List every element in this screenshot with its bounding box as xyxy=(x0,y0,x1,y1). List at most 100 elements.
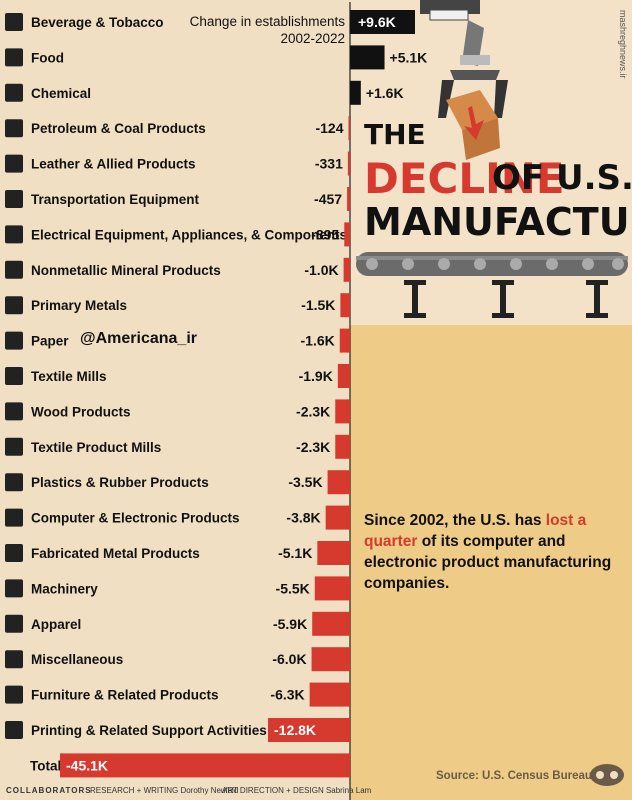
bar xyxy=(350,10,415,34)
value-label: -124 xyxy=(315,120,343,136)
note-text-2: of its computer and electronic product m… xyxy=(364,533,612,592)
value-label: -895 xyxy=(311,226,339,242)
bar xyxy=(335,434,350,459)
chart-row: Total -45.1K xyxy=(30,753,350,778)
value-label: +9.6K xyxy=(358,14,396,30)
bar xyxy=(325,505,350,530)
category-label: Textile Mills xyxy=(31,369,107,384)
value-label: +5.1K xyxy=(390,49,428,65)
category-label: Plastics & Rubber Products xyxy=(31,475,209,490)
footer-research: RESEARCH + WRITING Dorothy Neufeld xyxy=(90,786,239,795)
value-label: -6.0K xyxy=(272,651,306,667)
note-panel xyxy=(350,325,632,800)
value-label: -12.8K xyxy=(274,722,316,738)
chart-row: Textile Product Mills -2.3K xyxy=(5,434,350,459)
bar xyxy=(327,470,350,495)
bar xyxy=(317,541,350,565)
value-label: -5.1K xyxy=(278,545,312,561)
category-label: Furniture & Related Products xyxy=(31,688,219,703)
chart-row: Petroleum & Coal Products -124 xyxy=(5,116,350,141)
rubber-ring-icon xyxy=(5,473,23,492)
sewing-machine-icon xyxy=(5,367,23,385)
chart-row: Chemical +1.6K xyxy=(5,80,404,105)
note-text-1: Since 2002, the U.S. has xyxy=(364,512,546,529)
category-label: Apparel xyxy=(31,617,81,632)
value-label: -3.8K xyxy=(286,510,320,526)
title-line-1: THE xyxy=(364,118,426,151)
value-label: -2.3K xyxy=(296,439,330,455)
truck-icon xyxy=(5,190,23,208)
fork-knife-icon xyxy=(5,48,23,67)
bar xyxy=(314,576,350,601)
bar xyxy=(347,187,350,211)
title-of-us: OF U.S. xyxy=(492,158,632,198)
wood-plank-icon xyxy=(5,402,23,421)
title-manufacturing: MANUFACTURING xyxy=(364,200,632,244)
paper-icon xyxy=(5,331,23,350)
chart-row: Printing & Related Support Activities -12… xyxy=(5,718,350,742)
chart-row: Paper -1.6K xyxy=(5,328,350,353)
value-label: -1.0K xyxy=(304,262,338,278)
chart-row: Miscellaneous -6.0K xyxy=(5,647,350,672)
category-label: Printing & Related Support Activities xyxy=(31,723,267,738)
fabric-icon xyxy=(5,437,23,456)
computer-icon xyxy=(5,508,23,527)
value-label: -5.5K xyxy=(276,580,310,596)
shirt-icon xyxy=(5,614,23,633)
category-label: Petroleum & Coal Products xyxy=(31,121,206,136)
category-label: Computer & Electronic Products xyxy=(31,511,240,526)
side-watermark: mashreghnews.ir xyxy=(618,10,628,79)
visual-capitalist-logo-icon xyxy=(590,764,624,786)
bar xyxy=(335,399,350,424)
category-label: Miscellaneous xyxy=(31,652,123,667)
oil-pump-icon xyxy=(5,119,23,138)
sofa-icon xyxy=(5,685,23,704)
bar xyxy=(337,364,350,388)
value-label: -5.9K xyxy=(273,616,307,632)
bar xyxy=(343,257,350,282)
chart-row: Leather & Allied Products -331 xyxy=(5,151,350,176)
value-label: -6.3K xyxy=(270,687,304,703)
chart-row: Furniture & Related Products -6.3K xyxy=(5,682,350,707)
mineral-icon xyxy=(5,260,23,279)
chart-row: Wood Products -2.3K xyxy=(5,399,350,424)
watermark: @Americana_ir xyxy=(80,330,197,347)
chart-row: Fabricated Metal Products -5.1K xyxy=(5,541,350,565)
category-label: Primary Metals xyxy=(31,298,127,313)
plug-icon xyxy=(5,225,23,244)
bar xyxy=(60,753,350,778)
annotation-note: Since 2002, the U.S. has lost a quarter … xyxy=(364,510,614,594)
bar xyxy=(350,80,361,105)
bar xyxy=(268,718,350,742)
value-label: -2.3K xyxy=(296,403,330,419)
chart-subtitle-line-2: 2002-2022 xyxy=(280,31,345,46)
printer-icon xyxy=(5,721,23,739)
category-label: Chemical xyxy=(31,86,91,101)
category-label: Wood Products xyxy=(31,404,131,419)
chart-row: Transportation Equipment -457 xyxy=(5,187,350,211)
conveyor-illustration xyxy=(356,0,628,318)
chart-row: Beverage & Tobacco +9.6K xyxy=(5,10,415,34)
footer: COLLABORATORS RESEARCH + WRITING Dorothy… xyxy=(0,783,632,800)
category-label: Beverage & Tobacco xyxy=(31,15,164,30)
chart-row: Computer & Electronic Products -3.8K xyxy=(5,505,350,530)
chart-row: Textile Mills -1.9K xyxy=(5,364,350,388)
bar xyxy=(311,647,350,672)
bar xyxy=(347,151,350,176)
leather-hide-icon xyxy=(5,154,23,173)
chart-row: Food +5.1K xyxy=(5,45,428,70)
value-label: -3.5K xyxy=(288,474,322,490)
title-decline: DECLINE xyxy=(364,154,565,203)
value-label: -45.1K xyxy=(66,757,108,773)
machinery-icon xyxy=(5,579,23,598)
conveyor-belt xyxy=(356,252,628,318)
category-label: Total xyxy=(30,758,61,773)
category-label: Fabricated Metal Products xyxy=(31,546,200,561)
chart-subtitle-line-1: Change in establishments xyxy=(190,14,346,29)
box-icon xyxy=(446,90,500,160)
category-label: Nonmetallic Mineral Products xyxy=(31,263,221,278)
category-label: Leather & Allied Products xyxy=(31,157,196,172)
value-label: -1.6K xyxy=(301,333,335,349)
chart-row: Nonmetallic Mineral Products -1.0K xyxy=(5,257,350,282)
